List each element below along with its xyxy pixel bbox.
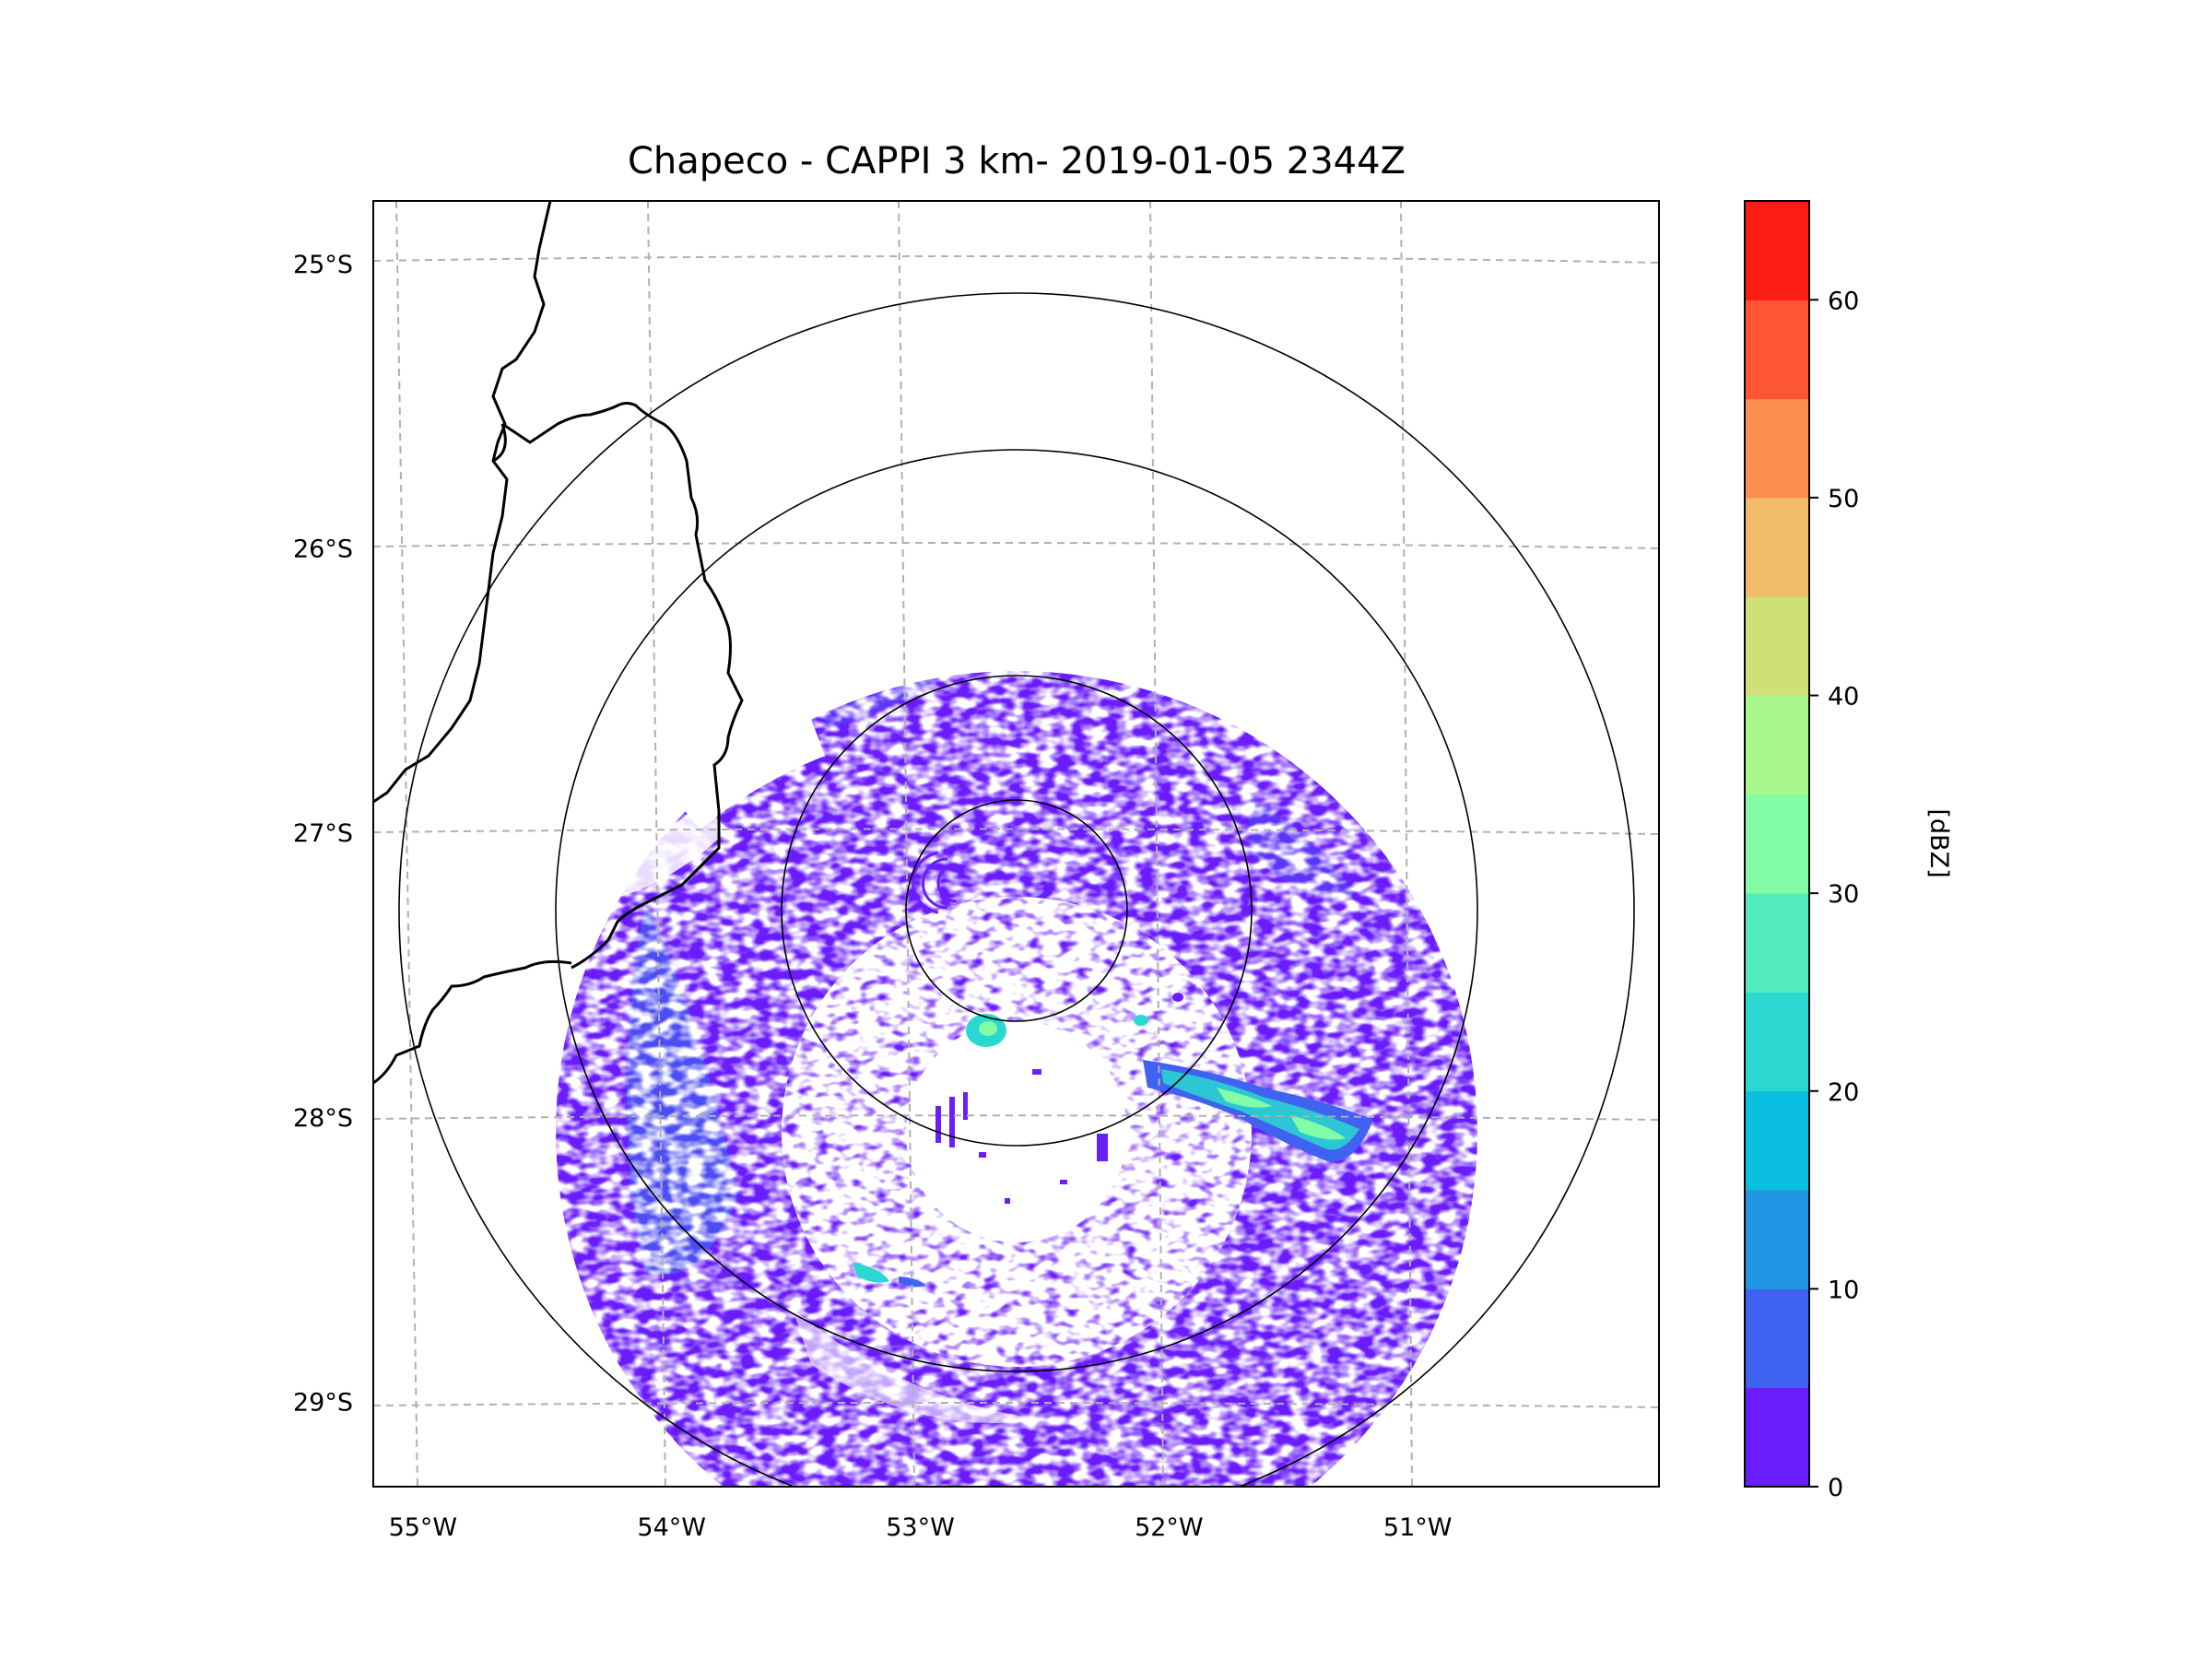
colorbar — [1745, 201, 1809, 1488]
colorbar-tick-label: 0 — [1828, 1474, 1843, 1502]
y-tick-label: 28°S — [293, 1104, 353, 1133]
colorbar-segment — [1745, 1090, 1809, 1191]
colorbar-ticks: 0 10 20 30 40 50 60 — [1809, 287, 1859, 1502]
southern-cell — [966, 993, 1183, 1047]
y-tick-label: 29°S — [293, 1388, 353, 1417]
chart-title: Chapeco - CAPPI 3 km- 2019-01-05 2344Z — [628, 140, 1406, 182]
colorbar-tick-label: 20 — [1828, 1078, 1859, 1107]
colorbar-segment — [1745, 1387, 1809, 1488]
y-tick-label: 26°S — [293, 535, 353, 564]
y-tick-label: 27°S — [293, 819, 353, 848]
colorbar-tick-label: 60 — [1828, 287, 1859, 315]
colorbar-segment — [1745, 893, 1809, 993]
colorbar-segment — [1745, 201, 1809, 300]
colorbar-tick-label: 50 — [1828, 485, 1859, 513]
x-tick-label: 53°W — [886, 1513, 955, 1542]
map-plot-area — [373, 201, 1659, 1487]
plot-frame — [372, 200, 1660, 1488]
far-south-cell — [853, 1263, 926, 1287]
colorbar-segment — [1745, 794, 1809, 894]
northern-cell — [977, 375, 1201, 527]
colorbar-segment — [1745, 398, 1809, 499]
range-rings — [398, 292, 1635, 1487]
colorbar-segment — [1745, 497, 1809, 597]
southeast-band — [1143, 1060, 1373, 1162]
x-axis-ticks: 55°W 54°W 53°W 52°W 51°W — [389, 1513, 1453, 1542]
colorbar-segment — [1745, 1288, 1809, 1389]
colorbar-segment — [1745, 695, 1809, 795]
x-tick-label: 51°W — [1383, 1513, 1453, 1542]
x-tick-label: 52°W — [1135, 1513, 1204, 1542]
colorbar-tick-label: 30 — [1828, 880, 1859, 909]
x-tick-label: 54°W — [637, 1513, 706, 1542]
colorbar-segment — [1745, 596, 1809, 697]
colorbar-tick-label: 40 — [1828, 683, 1859, 712]
colorbar-tick-label: 10 — [1828, 1276, 1859, 1304]
colorbar-segment — [1745, 992, 1809, 1092]
y-axis-ticks: 25°S 26°S 27°S 28°S 29°S — [293, 251, 353, 1418]
x-tick-label: 55°W — [389, 1513, 458, 1542]
colorbar-segment — [1745, 1190, 1809, 1289]
colorbar-label: [dBZ] — [1924, 808, 1953, 877]
graticule — [373, 201, 1659, 1487]
country-borders — [373, 201, 744, 1085]
reflectivity-echoes — [556, 375, 1477, 1487]
colorbar-segment — [1745, 300, 1809, 400]
y-tick-label: 25°S — [293, 251, 353, 279]
colorbar-frame — [1744, 200, 1810, 1488]
